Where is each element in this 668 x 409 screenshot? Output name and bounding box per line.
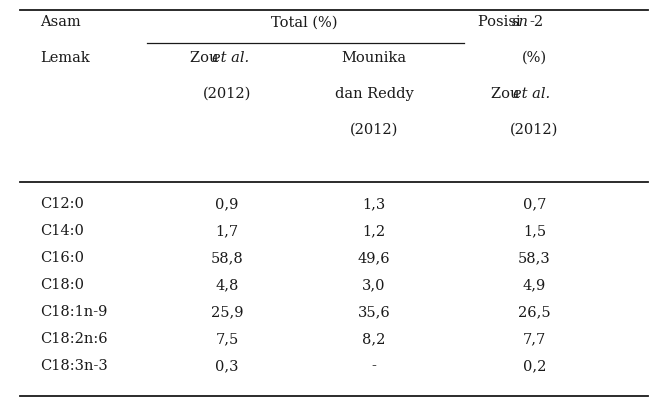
Text: 4,8: 4,8 bbox=[216, 279, 238, 292]
Text: 26,5: 26,5 bbox=[518, 306, 550, 319]
Text: (%): (%) bbox=[522, 51, 547, 65]
Text: C18:2n:6: C18:2n:6 bbox=[40, 333, 108, 346]
Text: Posisi: Posisi bbox=[478, 16, 525, 29]
Text: sn: sn bbox=[512, 16, 528, 29]
Text: 7,5: 7,5 bbox=[216, 333, 238, 346]
Text: 3,0: 3,0 bbox=[362, 279, 386, 292]
Text: dan Reddy: dan Reddy bbox=[335, 87, 413, 101]
Text: Mounika: Mounika bbox=[341, 51, 407, 65]
Text: 1,3: 1,3 bbox=[363, 198, 385, 211]
Text: (2012): (2012) bbox=[350, 123, 398, 137]
Text: 25,9: 25,9 bbox=[211, 306, 243, 319]
Text: C18:0: C18:0 bbox=[40, 279, 84, 292]
Text: Zou: Zou bbox=[491, 87, 524, 101]
Text: 0,2: 0,2 bbox=[523, 360, 546, 373]
Text: C16:0: C16:0 bbox=[40, 252, 84, 265]
Text: C18:1n-9: C18:1n-9 bbox=[40, 306, 108, 319]
Text: (2012): (2012) bbox=[203, 87, 251, 101]
Text: -2: -2 bbox=[530, 16, 544, 29]
Text: 0,7: 0,7 bbox=[523, 198, 546, 211]
Text: 1,7: 1,7 bbox=[216, 225, 238, 238]
Text: Lemak: Lemak bbox=[40, 51, 90, 65]
Text: -: - bbox=[371, 360, 377, 373]
Text: C12:0: C12:0 bbox=[40, 198, 84, 211]
Text: 58,8: 58,8 bbox=[210, 252, 244, 265]
Text: Zou: Zou bbox=[190, 51, 224, 65]
Text: 1,2: 1,2 bbox=[363, 225, 385, 238]
Text: 35,6: 35,6 bbox=[357, 306, 391, 319]
Text: 58,3: 58,3 bbox=[518, 252, 551, 265]
Text: 4,9: 4,9 bbox=[523, 279, 546, 292]
Text: 49,6: 49,6 bbox=[358, 252, 390, 265]
Text: C14:0: C14:0 bbox=[40, 225, 84, 238]
Text: 1,5: 1,5 bbox=[523, 225, 546, 238]
Text: 8,2: 8,2 bbox=[363, 333, 385, 346]
Text: C18:3n-3: C18:3n-3 bbox=[40, 360, 108, 373]
Text: 7,7: 7,7 bbox=[523, 333, 546, 346]
Text: Total (%): Total (%) bbox=[271, 16, 337, 29]
Text: Asam: Asam bbox=[40, 16, 81, 29]
Text: et al.: et al. bbox=[513, 87, 550, 101]
Text: 0,3: 0,3 bbox=[215, 360, 239, 373]
Text: (2012): (2012) bbox=[510, 123, 558, 137]
Text: et al.: et al. bbox=[212, 51, 250, 65]
Text: 0,9: 0,9 bbox=[216, 198, 238, 211]
